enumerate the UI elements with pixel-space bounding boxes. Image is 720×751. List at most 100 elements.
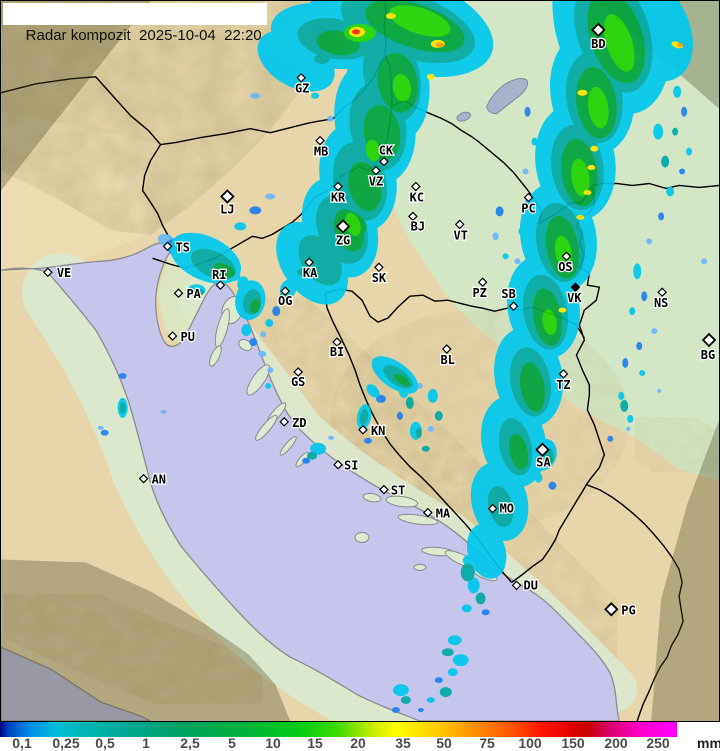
radar-cell-b1 — [651, 328, 658, 335]
radar-cell-bg — [389, 5, 451, 37]
radar-cell-c — [241, 324, 252, 337]
radar-cell-t — [415, 427, 422, 438]
radar-cell-b1 — [267, 366, 274, 373]
city-diamond-DU — [511, 580, 522, 591]
city-diamond-KN — [358, 424, 368, 435]
radar-cell-b1 — [492, 232, 499, 241]
radar-cell-b2 — [417, 708, 424, 713]
city-diamond-MO — [487, 503, 498, 514]
radar-cell-bg — [603, 14, 635, 72]
tyrrhenian-sea — [1, 646, 151, 721]
radar-cell-c — [366, 384, 380, 398]
radar-cell-y — [587, 165, 596, 171]
radar-cell-b2 — [481, 609, 490, 616]
radar-cell-b2 — [302, 457, 311, 464]
radar-cell-bg — [365, 139, 381, 162]
lake-balaton — [456, 77, 529, 122]
map-area[interactable]: VE TS LJ GZ MB CK VZ KR KC BJ VT ZG BD PC KA SK OG RI PA PU… — [0, 0, 720, 722]
city-label-PU: PU — [180, 330, 194, 344]
city-label-OG: OG — [278, 294, 292, 308]
radar-cell-c — [447, 668, 458, 677]
city-label-TS: TS — [176, 240, 190, 254]
radar-cell-t — [661, 155, 670, 168]
city-diamond-SA — [535, 442, 550, 458]
city-label-MA: MA — [436, 507, 450, 521]
radar-cell-b2 — [363, 437, 372, 444]
radar-cell-y — [558, 307, 567, 313]
radar-cell-c — [310, 442, 327, 455]
legend-tick-15: 15 — [307, 735, 323, 751]
radar-cell-b2 — [249, 338, 258, 347]
radar-cell-b1 — [97, 425, 104, 430]
radar-cell-bg — [392, 73, 412, 102]
radar-cell-t — [439, 687, 452, 698]
radar-cell-b2 — [658, 212, 665, 221]
radar-cell-y — [577, 89, 588, 96]
city-label-PZ: PZ — [472, 286, 486, 300]
radar-cell-t — [460, 563, 475, 582]
radar-cell-c — [627, 414, 634, 423]
city-label-BG: BG — [701, 348, 715, 362]
radar-cell-b2 — [495, 206, 504, 217]
city-label-PG: PG — [621, 603, 635, 617]
radar-cell-bg — [345, 212, 361, 236]
legend-tick-200: 200 — [604, 735, 628, 751]
city-diamond-MB — [315, 135, 325, 146]
overlay-bottom-left — [1, 559, 291, 721]
city-label-LJ: LJ — [220, 202, 234, 216]
radar-cell-b1 — [514, 258, 521, 265]
radar-cell-c — [265, 382, 272, 389]
radar-cell-b1 — [522, 168, 529, 175]
city-diamond-KC — [411, 181, 421, 192]
radar-cell-t — [314, 53, 331, 64]
legend-tick-5: 5 — [228, 735, 236, 751]
islands — [209, 296, 498, 582]
radar-cell-c — [427, 388, 438, 403]
title-bar: Radar kompozit 2025-10-04 22:20 — [3, 3, 267, 44]
radar-cell-g — [214, 263, 235, 278]
radar-cell-c — [666, 186, 675, 197]
city-label-CK: CK — [379, 144, 394, 158]
city-diamond-VZ — [371, 165, 381, 176]
radar-cell-b1 — [427, 425, 434, 432]
radar-cell-t — [400, 696, 411, 705]
city-diamond-TS — [162, 241, 173, 252]
radar-cell-c — [686, 147, 693, 156]
radar-cell-b2 — [100, 429, 109, 436]
legend: 0,1 0,25 0,5 1 2,5 5 10 15 20 35 50 75 100 150 200 250 m… — [0, 722, 720, 751]
radar-cell-g — [544, 455, 553, 466]
radar-cell-b1 — [265, 193, 276, 200]
radar-cell-t — [620, 399, 629, 412]
radar-cell-b1 — [328, 435, 335, 440]
radar-cell-b2 — [434, 677, 443, 684]
radar-cell-t — [405, 396, 414, 409]
radar-cell-b1 — [701, 258, 708, 265]
city-diamond-PG — [604, 602, 619, 617]
radar-cell-g — [519, 362, 546, 412]
city-label-SA: SA — [536, 456, 550, 470]
radar-cell-t — [194, 289, 205, 296]
city-label-VT: VT — [454, 228, 468, 242]
radar-cell-y — [583, 189, 592, 195]
legend-tick-1: 1 — [142, 735, 150, 751]
border-austria-italy — [1, 76, 162, 146]
radar-cell-b2 — [636, 342, 643, 351]
radar-cell-g — [250, 299, 261, 314]
map-svg[interactable]: VE TS LJ GZ MB CK VZ KR KC BJ VT ZG BD PC KA SK OG RI PA PU… — [1, 1, 719, 721]
city-label-NS: NS — [654, 296, 668, 310]
radar-cell-c — [534, 472, 543, 483]
radar-cell-b2 — [622, 358, 629, 368]
radar-cell-c — [234, 222, 247, 231]
radar-cell-b1 — [646, 238, 653, 245]
radar-cell-y — [426, 73, 435, 80]
city-label-PC: PC — [521, 201, 535, 215]
city-label-GZ: GZ — [295, 82, 309, 96]
city-diamond-NS — [657, 287, 667, 298]
city-diamond-VK — [570, 282, 581, 293]
radar-cell-t — [487, 486, 514, 528]
overlay-right — [651, 419, 719, 721]
radar-cell-c — [633, 263, 642, 280]
city-diamond-GS — [293, 367, 304, 377]
radar-cell-bg — [542, 309, 557, 335]
city-diamond-VT — [454, 219, 465, 230]
